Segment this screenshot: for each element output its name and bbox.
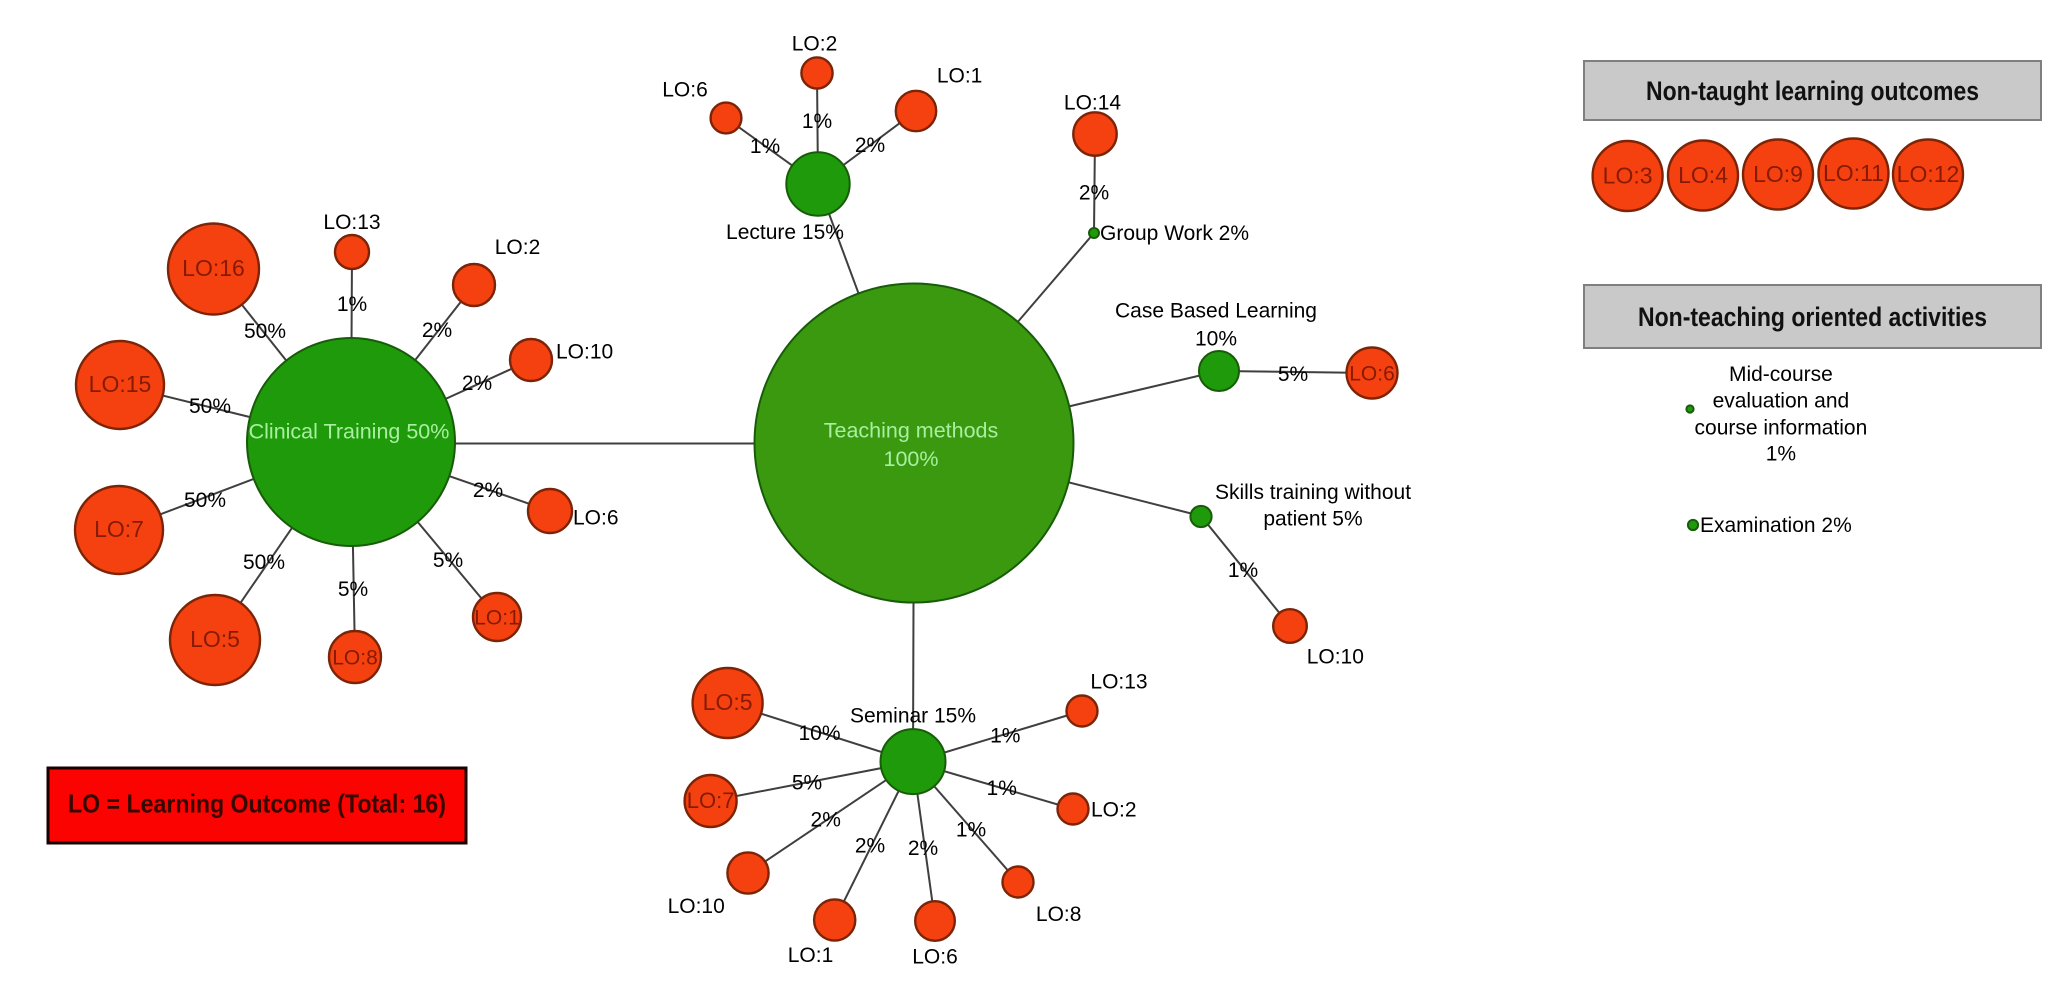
- svg-text:LO:6: LO:6: [1349, 363, 1395, 386]
- svg-text:50%: 50%: [184, 489, 226, 512]
- svg-text:LO:5: LO:5: [703, 689, 753, 715]
- svg-text:LO:16: LO:16: [182, 255, 245, 281]
- svg-text:50%: 50%: [189, 395, 231, 418]
- svg-text:Clinical Training 50%: Clinical Training 50%: [249, 420, 450, 444]
- svg-text:Mid-course: Mid-course: [1729, 363, 1833, 386]
- svg-text:Group Work 2%: Group Work 2%: [1100, 222, 1249, 245]
- svg-text:LO:1: LO:1: [788, 944, 834, 967]
- svg-text:LO:3: LO:3: [1603, 163, 1653, 189]
- svg-text:LO:10: LO:10: [668, 895, 725, 918]
- svg-text:10%: 10%: [1195, 328, 1237, 351]
- svg-text:LO:1: LO:1: [937, 65, 983, 88]
- svg-text:2%: 2%: [473, 479, 503, 502]
- svg-text:LO:1: LO:1: [474, 607, 520, 630]
- svg-text:2%: 2%: [1079, 182, 1109, 205]
- svg-text:Seminar 15%: Seminar 15%: [850, 705, 976, 728]
- svg-text:1%: 1%: [987, 777, 1017, 800]
- svg-text:Teaching methods: Teaching methods: [824, 419, 999, 443]
- svg-text:LO:7: LO:7: [94, 516, 144, 542]
- svg-text:2%: 2%: [855, 835, 885, 858]
- svg-text:2%: 2%: [422, 319, 452, 342]
- svg-text:50%: 50%: [244, 320, 286, 343]
- svg-text:course information: course information: [1695, 416, 1868, 439]
- svg-text:patient 5%: patient 5%: [1263, 508, 1362, 531]
- svg-text:LO:11: LO:11: [1823, 160, 1884, 186]
- svg-text:LO:13: LO:13: [1090, 671, 1147, 694]
- svg-text:LO:2: LO:2: [792, 33, 838, 56]
- svg-text:2%: 2%: [462, 372, 492, 395]
- svg-text:LO:15: LO:15: [89, 371, 152, 397]
- svg-text:1%: 1%: [750, 135, 780, 158]
- svg-text:5%: 5%: [433, 549, 463, 572]
- svg-text:1%: 1%: [802, 110, 832, 133]
- svg-text:LO:2: LO:2: [495, 236, 541, 259]
- svg-text:50%: 50%: [243, 551, 285, 574]
- svg-text:LO:5: LO:5: [190, 626, 240, 652]
- svg-text:5%: 5%: [338, 578, 368, 601]
- svg-text:LO:9: LO:9: [1753, 161, 1803, 187]
- svg-text:Case Based Learning: Case Based Learning: [1115, 300, 1317, 323]
- svg-text:LO:8: LO:8: [332, 647, 378, 670]
- svg-text:Non-teaching oriented activiti: Non-teaching oriented activities: [1638, 302, 1987, 332]
- svg-text:100%: 100%: [884, 447, 939, 471]
- svg-text:Skills training without: Skills training without: [1215, 481, 1411, 504]
- svg-text:LO:6: LO:6: [573, 507, 619, 530]
- svg-text:LO = Learning Outcome (Total:: LO = Learning Outcome (Total: 16): [68, 788, 446, 818]
- svg-text:LO:14: LO:14: [1064, 92, 1122, 115]
- svg-text:LO:4: LO:4: [1678, 162, 1728, 188]
- svg-text:1%: 1%: [990, 725, 1020, 748]
- svg-text:LO:2: LO:2: [1091, 799, 1137, 822]
- svg-text:2%: 2%: [908, 837, 938, 860]
- svg-text:LO:6: LO:6: [912, 946, 958, 969]
- svg-text:LO:6: LO:6: [662, 79, 708, 102]
- svg-text:LO:13: LO:13: [323, 211, 380, 234]
- svg-text:1%: 1%: [1228, 559, 1258, 582]
- svg-text:evaluation and: evaluation and: [1713, 389, 1850, 412]
- svg-text:Lecture 15%: Lecture 15%: [726, 221, 844, 244]
- svg-text:5%: 5%: [1278, 363, 1308, 386]
- svg-text:1%: 1%: [956, 818, 986, 841]
- svg-text:LO:10: LO:10: [1307, 646, 1364, 669]
- svg-text:LO:10: LO:10: [556, 341, 613, 364]
- svg-text:10%: 10%: [798, 722, 840, 745]
- svg-text:LO:8: LO:8: [1036, 903, 1082, 926]
- svg-text:Examination 2%: Examination 2%: [1700, 514, 1852, 537]
- svg-text:2%: 2%: [811, 808, 841, 831]
- svg-text:Non-taught learning outcomes: Non-taught learning outcomes: [1646, 76, 1979, 106]
- svg-text:2%: 2%: [855, 134, 885, 157]
- svg-text:LO:7: LO:7: [687, 788, 735, 813]
- svg-text:1%: 1%: [1766, 443, 1796, 466]
- svg-text:LO:12: LO:12: [1897, 161, 1960, 187]
- svg-text:1%: 1%: [337, 293, 367, 316]
- svg-text:5%: 5%: [792, 772, 822, 795]
